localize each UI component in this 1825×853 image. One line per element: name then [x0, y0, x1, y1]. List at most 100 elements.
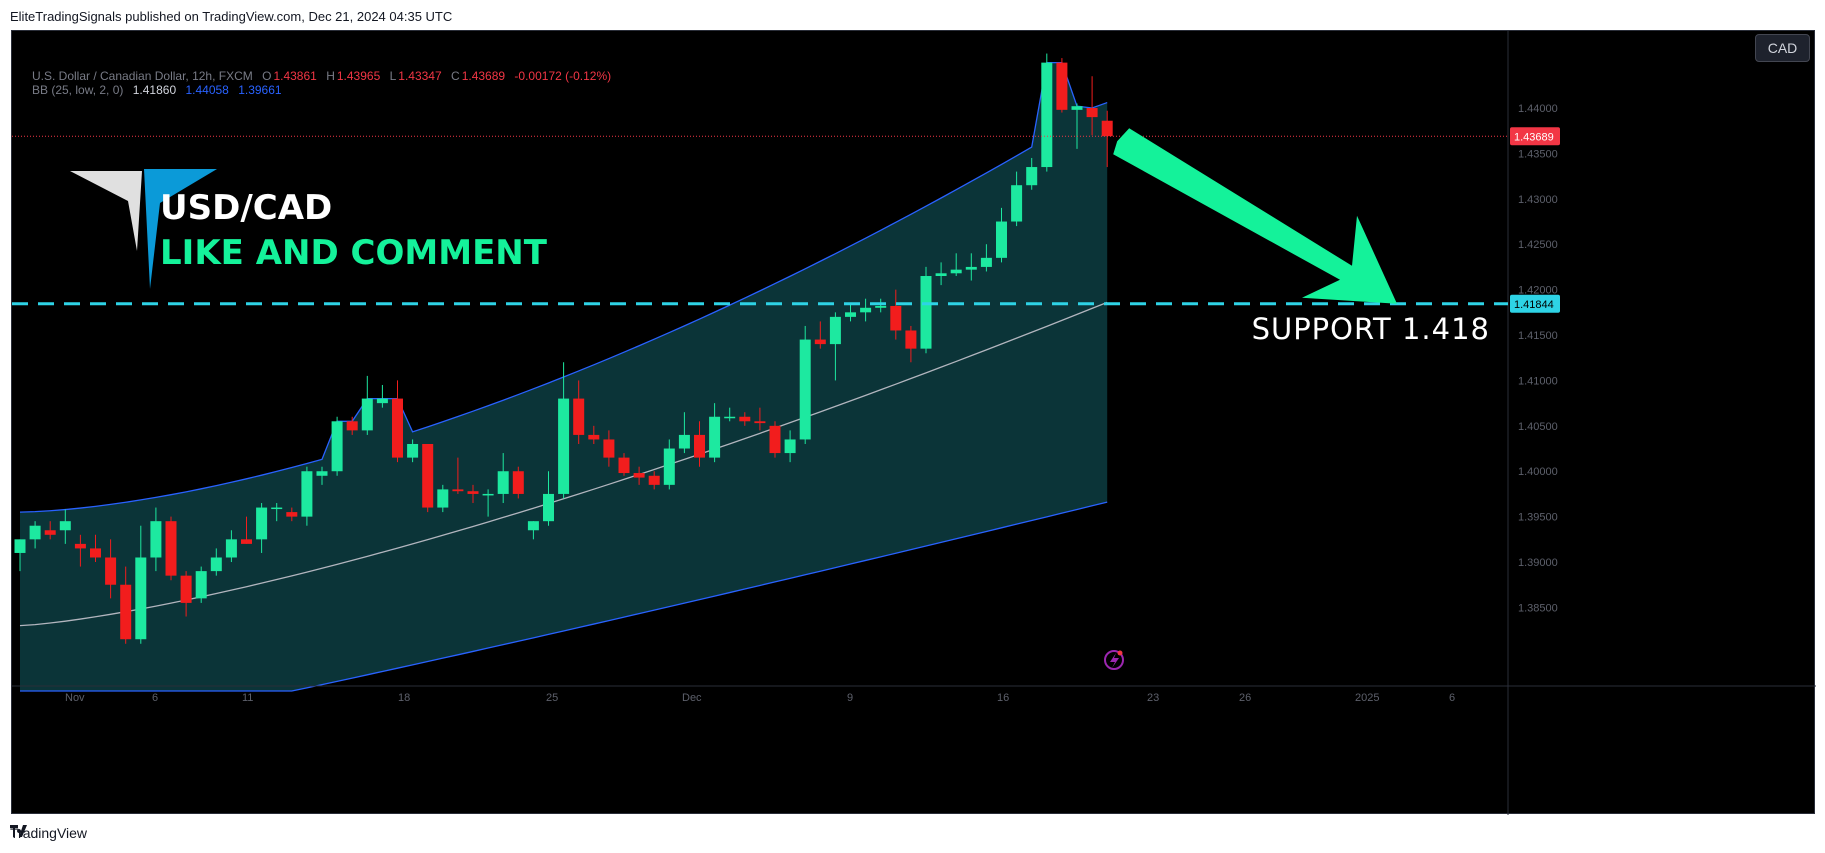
candle	[618, 453, 630, 476]
candle-body	[603, 439, 615, 458]
candle-body	[1071, 106, 1083, 110]
candle-body	[150, 521, 162, 558]
candle	[663, 439, 675, 490]
candle	[90, 534, 101, 563]
candle-body	[1026, 167, 1038, 186]
candle	[135, 525, 147, 644]
title-usdcad: USD/CAD	[160, 188, 332, 228]
x-tick-label: 6	[152, 692, 158, 704]
candle-body	[452, 489, 464, 492]
candle-body	[527, 521, 539, 531]
candle	[920, 266, 932, 354]
candle	[1086, 76, 1098, 136]
candle	[799, 325, 811, 444]
legend-high-label: H	[326, 69, 335, 83]
y-tick-label: 1.42500	[1518, 239, 1558, 251]
candle	[769, 421, 781, 458]
candle	[694, 421, 705, 467]
y-tick-label: 1.40500	[1518, 421, 1558, 433]
tradingview-logo-icon	[10, 825, 27, 837]
candle	[346, 416, 358, 435]
candle-body	[482, 493, 494, 496]
candle	[512, 466, 524, 499]
candle-body	[618, 457, 630, 474]
candle-body	[165, 521, 177, 576]
candle	[950, 253, 962, 277]
candle-body	[890, 305, 902, 331]
support-label: SUPPORT 1.418	[1252, 312, 1490, 346]
lightning-icon	[1104, 650, 1124, 670]
x-tick-label: 18	[398, 692, 410, 704]
candle	[286, 507, 298, 522]
support-price-tag-text: 1.41844	[1514, 299, 1554, 311]
candle	[407, 439, 419, 463]
candle-body	[301, 471, 313, 517]
candle	[935, 262, 947, 286]
legend-symbol: U.S. Dollar / Canadian Dollar, 12h, FXCM	[32, 69, 253, 83]
candle	[573, 380, 585, 444]
legend-open: 1.43861	[273, 69, 317, 83]
candle-body	[105, 557, 117, 585]
lightning-icon-bolt	[1110, 653, 1119, 668]
x-tick-label: 2025	[1355, 692, 1379, 704]
candle-body	[965, 266, 977, 270]
candle-body	[286, 512, 298, 517]
candle	[437, 484, 449, 513]
candle	[256, 503, 268, 553]
candle	[376, 384, 388, 408]
candle	[316, 466, 328, 485]
candle	[1026, 157, 1038, 190]
candle-body	[1101, 120, 1113, 137]
candle-body	[633, 473, 645, 478]
candle	[905, 325, 917, 363]
candle-body	[497, 471, 509, 494]
candle-body	[195, 571, 207, 599]
current-price-tag-text: 1.43689	[1514, 131, 1554, 143]
candle-body	[74, 543, 86, 549]
candle-body	[678, 434, 690, 449]
candle-body	[44, 530, 56, 535]
legend-high: 1.43965	[336, 69, 381, 83]
legend-bb-basis: 1.41860	[132, 83, 177, 97]
candle-body	[799, 339, 811, 440]
candle	[482, 489, 494, 517]
bollinger-band-fill	[20, 62, 1108, 692]
candle	[1101, 110, 1113, 168]
x-tick-label: Dec	[682, 692, 702, 704]
price-chart[interactable]: 1.44000 1.43500 1.43000 1.42500 1.42000 1.415…	[12, 31, 1816, 815]
y-tick-label: 1.44000	[1518, 103, 1558, 115]
candle-body	[980, 257, 992, 267]
candle	[331, 416, 343, 476]
legend-change: -0.00172 (-0.12%)	[514, 69, 612, 83]
x-tick-label: 9	[847, 692, 853, 704]
candle-body	[120, 584, 132, 640]
candle	[980, 244, 992, 272]
y-tick-label: 1.43000	[1518, 194, 1558, 206]
candle-body	[331, 421, 343, 472]
candle	[44, 521, 56, 540]
candle	[467, 484, 479, 504]
candle	[225, 530, 237, 563]
candle-body	[829, 316, 841, 345]
footer-brand: TradingView	[10, 825, 88, 841]
candle	[195, 566, 207, 603]
y-tick-label: 1.41000	[1518, 375, 1558, 387]
currency-button[interactable]: CAD	[1755, 34, 1810, 62]
candle-body	[648, 475, 660, 485]
support-price-tag	[1510, 294, 1560, 313]
candle-body	[346, 421, 358, 431]
candle	[965, 253, 977, 281]
logo-blue-wing	[142, 169, 217, 289]
chart-legend: U.S. Dollar / Canadian Dollar, 12h, FXCM…	[32, 69, 617, 97]
x-tick-label: 16	[997, 692, 1009, 704]
candle	[241, 516, 252, 544]
candle-body	[754, 421, 766, 424]
legend-bb-upper: 1.44058	[185, 83, 229, 97]
candle	[860, 298, 872, 322]
x-tick-label: 25	[546, 692, 558, 704]
candle-body	[875, 305, 887, 308]
candle	[829, 312, 841, 381]
y-tick-label: 1.42000	[1518, 285, 1558, 297]
candle	[784, 430, 796, 463]
chart-area[interactable]: 1.44000 1.43500 1.43000 1.42500 1.42000 1.415…	[11, 30, 1816, 815]
